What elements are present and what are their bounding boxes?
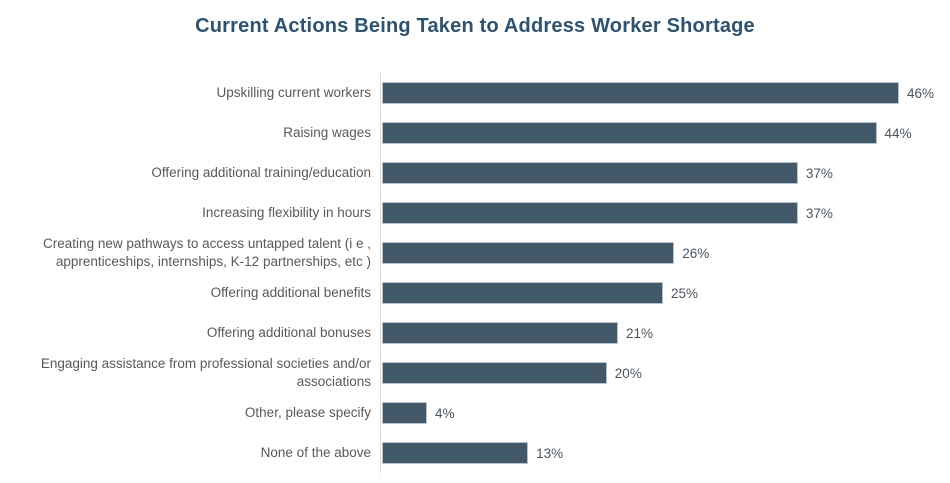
value-label: 44%	[884, 125, 912, 141]
chart-row: None of the above 13%	[0, 433, 950, 473]
value-label: 46%	[907, 85, 935, 101]
plot-cell: 4%	[380, 393, 943, 433]
category-label: Other, please specify	[244, 404, 371, 420]
chart-row: Other, please specify 4%	[0, 393, 950, 433]
category-label: Offering additional bonuses	[206, 324, 371, 340]
value-label: 37%	[805, 165, 833, 181]
category-label: Raising wages	[283, 124, 371, 140]
chart-row: Offering additional benefits 25%	[0, 273, 950, 313]
plot-cell: 25%	[380, 273, 943, 313]
plot-cell: 13%	[380, 433, 943, 473]
bar	[382, 362, 607, 384]
chart-row: Creating new pathways to access untapped…	[0, 233, 950, 273]
category-label: None of the above	[260, 444, 371, 460]
bar	[382, 402, 427, 424]
value-label: 37%	[805, 205, 833, 221]
category-label: Increasing flexibility in hours	[202, 204, 371, 220]
plot-cell: 37%	[380, 153, 943, 193]
category-label: Engaging assistance from professional so…	[40, 355, 371, 389]
chart-row: Offering additional training/education 37…	[0, 153, 950, 193]
category-label: Upskilling current workers	[216, 84, 371, 100]
value-label: 13%	[536, 445, 564, 461]
plot-cell: 21%	[380, 313, 943, 353]
bar	[382, 322, 619, 344]
bar	[382, 242, 675, 264]
bar	[382, 82, 900, 104]
chart-row: Raising wages 44%	[0, 113, 950, 153]
chart-row: Increasing flexibility in hours 37%	[0, 193, 950, 233]
bar	[382, 442, 529, 464]
bar	[382, 122, 877, 144]
value-label: 25%	[671, 285, 699, 301]
value-label: 26%	[682, 245, 710, 261]
category-label: Offering additional benefits	[210, 284, 371, 300]
category-label: Offering additional training/education	[151, 164, 371, 180]
value-label: 21%	[626, 325, 654, 341]
category-label: Creating new pathways to access untapped…	[43, 235, 371, 269]
bar	[382, 282, 663, 304]
bar	[382, 162, 798, 184]
chart-row: Offering additional bonuses 21%	[0, 313, 950, 353]
chart-row: Upskilling current workers 46%	[0, 73, 950, 113]
value-label: 20%	[614, 365, 642, 381]
plot-cell: 46%	[380, 73, 943, 113]
chart-title: Current Actions Being Taken to Address W…	[195, 15, 755, 37]
plot-cell: 37%	[380, 193, 943, 233]
bar	[382, 202, 798, 224]
plot-cell: 26%	[380, 233, 943, 273]
plot-cell: 44%	[380, 113, 943, 153]
chart-rows: Upskilling current workers 46% Raising wag…	[0, 73, 950, 473]
value-label: 4%	[434, 405, 455, 421]
plot-cell: 20%	[380, 353, 943, 393]
chart-row: Engaging assistance from professional so…	[0, 353, 950, 393]
